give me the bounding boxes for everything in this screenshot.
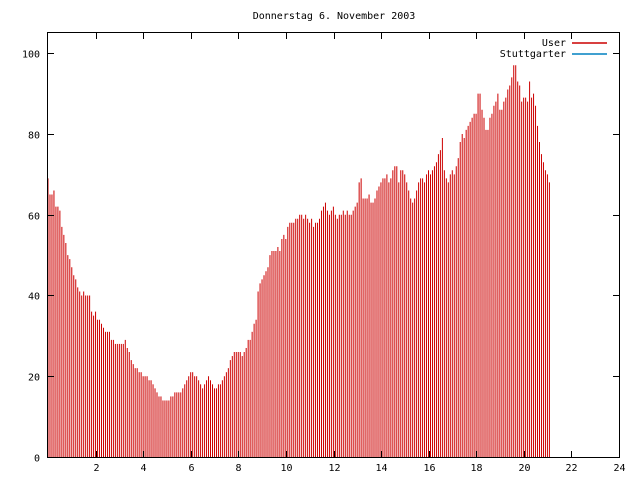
x-tick-label-16: 16: [423, 463, 435, 474]
x-tick-label-24: 24: [613, 463, 625, 474]
x-tick-label-10: 10: [280, 463, 292, 474]
x-tick-label-22: 22: [565, 463, 577, 474]
y-tick-label-0: 0: [34, 454, 40, 465]
legend-label-user: User: [542, 38, 566, 49]
y-tick-label-60: 60: [28, 212, 40, 223]
legend: User Stuttgarter: [500, 38, 607, 60]
y-axis: 0 20 40 60 80 100: [22, 50, 619, 465]
y-tick-label-40: 40: [28, 292, 40, 303]
series-user-bars: [47, 65, 550, 457]
y-tick-label-20: 20: [28, 373, 40, 384]
legend-label-stuttgarter: Stuttgarter: [500, 49, 566, 60]
x-tick-label-4: 4: [140, 463, 146, 474]
x-axis: 2 4 6 8 10 12 14 16 18 20 22 24: [93, 33, 626, 474]
x-tick-label-12: 12: [328, 463, 340, 474]
y-tick-label-100: 100: [22, 50, 40, 61]
x-tick-label-18: 18: [470, 463, 482, 474]
y-tick-label-80: 80: [28, 131, 40, 142]
chart-title: Donnerstag 6. November 2003: [253, 11, 416, 22]
x-tick-label-2: 2: [93, 463, 99, 474]
plot-frame: [47, 32, 620, 458]
x-tick-label-14: 14: [375, 463, 387, 474]
x-tick-label-8: 8: [235, 463, 241, 474]
x-tick-label-20: 20: [518, 463, 530, 474]
x-tick-label-6: 6: [188, 463, 194, 474]
